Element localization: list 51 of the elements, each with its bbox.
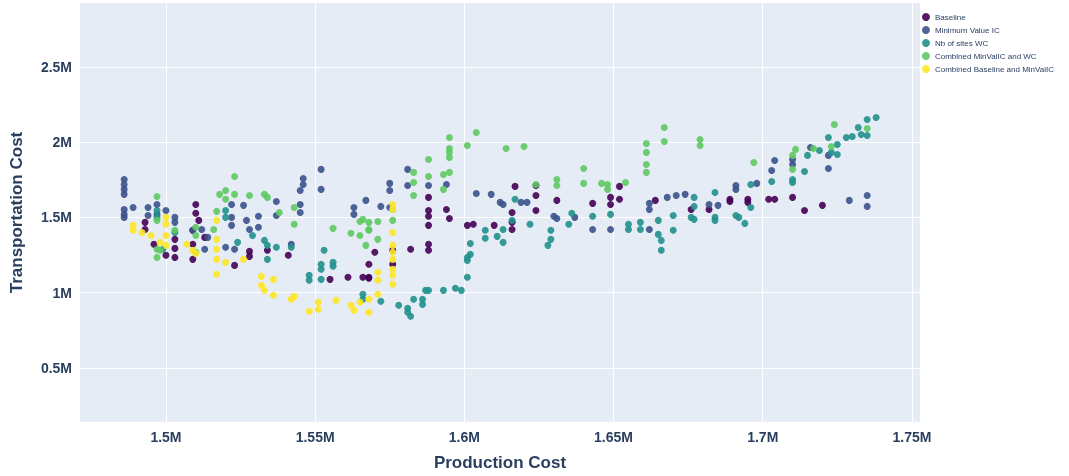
point: [305, 307, 313, 315]
point: [269, 275, 277, 283]
point: [374, 268, 382, 276]
point: [350, 306, 358, 314]
y-tick-label: 2.5M: [40, 58, 72, 75]
legend-label: Combined MinValIC and WC: [934, 51, 1037, 61]
legend-label: Nb of sites WC: [934, 38, 989, 48]
x-tick-label: 1.65M: [594, 429, 633, 445]
point: [162, 220, 170, 228]
legend-label: Combined Baseline and MinValIC: [934, 64, 1055, 74]
point: [213, 270, 221, 278]
point: [374, 290, 382, 298]
point: [162, 213, 170, 221]
point: [332, 296, 340, 304]
y-tick-label: 1.5M: [40, 209, 72, 226]
y-tick-label: 2M: [52, 134, 72, 151]
legend-label: Baseline: [934, 12, 967, 22]
legend-label: Minimum Value IC: [934, 25, 1000, 35]
point: [314, 305, 322, 313]
y-tick-label: 1M: [52, 284, 72, 301]
point: [314, 298, 322, 306]
point: [260, 286, 268, 294]
x-tick-label: 1.55M: [295, 429, 335, 445]
point: [213, 216, 221, 224]
point: [374, 276, 382, 284]
x-axis-title: Production Cost: [433, 453, 567, 472]
point: [183, 240, 191, 248]
point: [240, 255, 248, 263]
x-tick-label: 1.7M: [747, 429, 779, 445]
point: [365, 308, 373, 316]
point: [365, 295, 373, 303]
point: [389, 241, 397, 249]
point: [389, 271, 397, 279]
y-axis-title: Transportation Cost: [7, 131, 26, 294]
point: [257, 272, 265, 280]
point: [269, 291, 277, 299]
x-tick-label: 1.6M: [448, 429, 480, 445]
point: [389, 280, 397, 288]
point: [213, 245, 221, 253]
x-tick-label: 1.5M: [150, 429, 182, 445]
point: [213, 255, 221, 263]
point: [162, 241, 170, 249]
point: [162, 231, 170, 239]
point: [129, 226, 137, 234]
point: [147, 231, 155, 239]
y-tick-label: 0.5M: [40, 359, 72, 376]
point: [213, 235, 221, 243]
point: [222, 258, 230, 266]
x-tick-label: 1.75M: [892, 429, 932, 445]
point: [156, 238, 164, 246]
point: [389, 228, 397, 236]
